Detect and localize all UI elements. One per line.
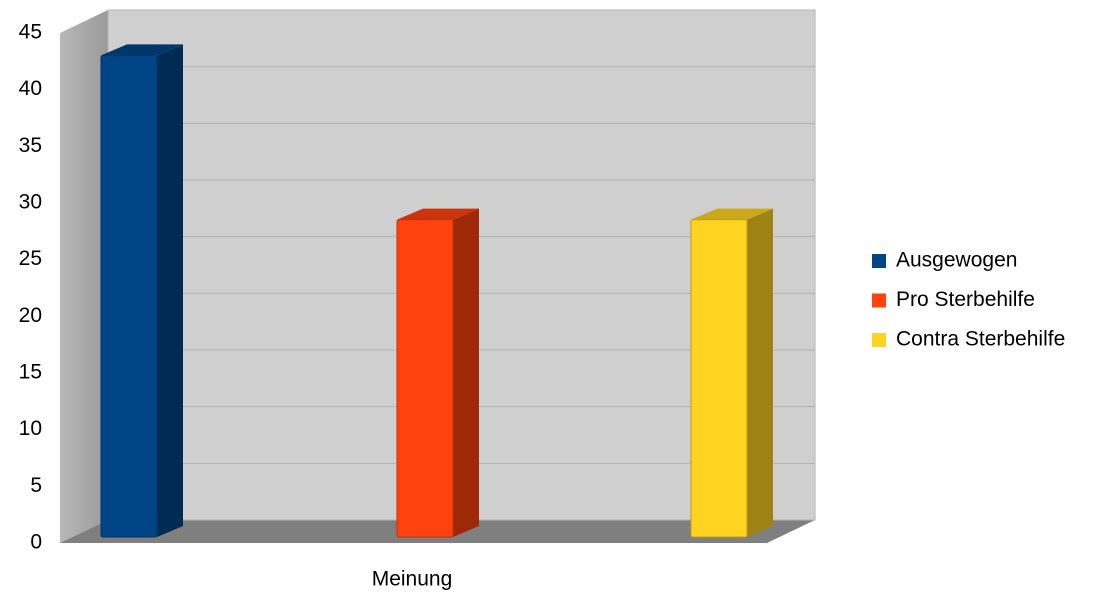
bar-top bbox=[691, 208, 773, 220]
legend-label: Pro Sterbehilfe bbox=[896, 288, 1035, 311]
bar-top bbox=[101, 44, 183, 56]
y-tick-label: 20 bbox=[19, 304, 42, 327]
legend-swatch bbox=[872, 293, 886, 308]
y-tick-label: 10 bbox=[19, 417, 42, 440]
bar bbox=[690, 219, 748, 538]
x-category-label: Meinung bbox=[372, 568, 453, 591]
left-wall bbox=[60, 10, 108, 543]
bar bbox=[100, 54, 158, 538]
legend-label: Ausgewogen bbox=[896, 249, 1017, 272]
legend-label: Contra Sterbehilfe bbox=[896, 328, 1065, 351]
y-tick-label: 40 bbox=[19, 77, 42, 100]
bar-side bbox=[453, 208, 479, 537]
y-tick-label: 15 bbox=[19, 361, 42, 384]
bar bbox=[396, 219, 454, 538]
y-tick-label: 45 bbox=[19, 21, 42, 44]
legend-swatch bbox=[872, 254, 886, 268]
y-tick-label: 0 bbox=[30, 531, 42, 554]
bar-side bbox=[157, 44, 183, 537]
y-tick-label: 5 bbox=[30, 474, 42, 497]
y-tick-label: 30 bbox=[19, 191, 42, 214]
legend-swatch bbox=[872, 333, 886, 347]
bar-top bbox=[397, 208, 479, 220]
bar-side bbox=[747, 208, 773, 537]
y-tick-label: 35 bbox=[19, 134, 42, 157]
y-tick-label: 25 bbox=[19, 247, 42, 270]
